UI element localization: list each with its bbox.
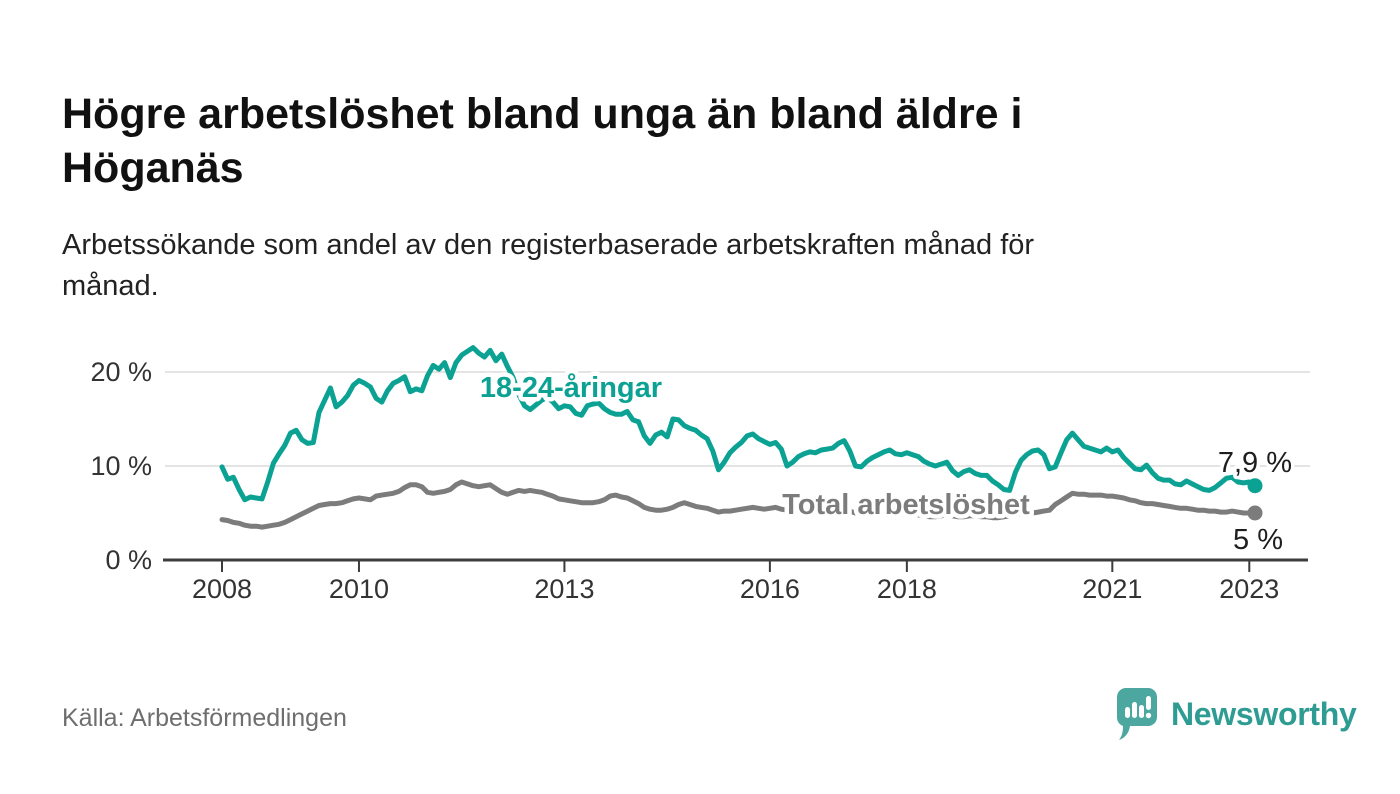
y-axis-label: 10 % [90,451,152,481]
annotation-layer: 18-24-åringar Total arbetslöshet 7,9 % 5… [475,368,1295,560]
x-axis-label: 2008 [192,574,252,604]
end-dot-total [1247,505,1263,521]
page-title: Högre arbetslöshet bland unga än bland ä… [62,89,1023,192]
newsworthy-chart-bubble-icon [1117,688,1157,740]
axis-layer: 0 % 10 % 20 % 2008 2010 2013 2016 2018 2021 2023 [90,357,1308,604]
page-subtitle: Arbetssökande som andel av den registerb… [62,229,1035,302]
newsworthy-wordmark: Newsworthy [1171,696,1357,732]
x-axis-label: 2018 [877,574,937,604]
source-note: Källa: Arbetsförmedlingen [62,704,347,732]
series-label-young: 18-24-åringar [480,372,662,404]
x-axis-label: 2010 [329,574,389,604]
x-axis-label: 2016 [740,574,800,604]
grid-layer [165,371,1310,467]
end-value-label-total: 5 % [1233,524,1283,556]
y-axis-label: 20 % [90,357,152,387]
y-axis-label: 0 % [105,545,152,575]
x-axis-label: 2021 [1082,574,1142,604]
series-layer [219,345,1263,530]
end-dot-young [1247,478,1263,494]
x-axis-label: 2023 [1219,574,1279,604]
series-line-total [219,479,1258,530]
logo-bar-chart-glyph [1125,696,1152,719]
newsworthy-logo: Newsworthy [1117,688,1357,746]
series-line-young [219,345,1258,503]
x-axis-label: 2013 [534,574,594,604]
series-label-total: Total arbetslöshet [782,489,1030,521]
end-value-label-young: 7,9 % [1218,447,1292,479]
